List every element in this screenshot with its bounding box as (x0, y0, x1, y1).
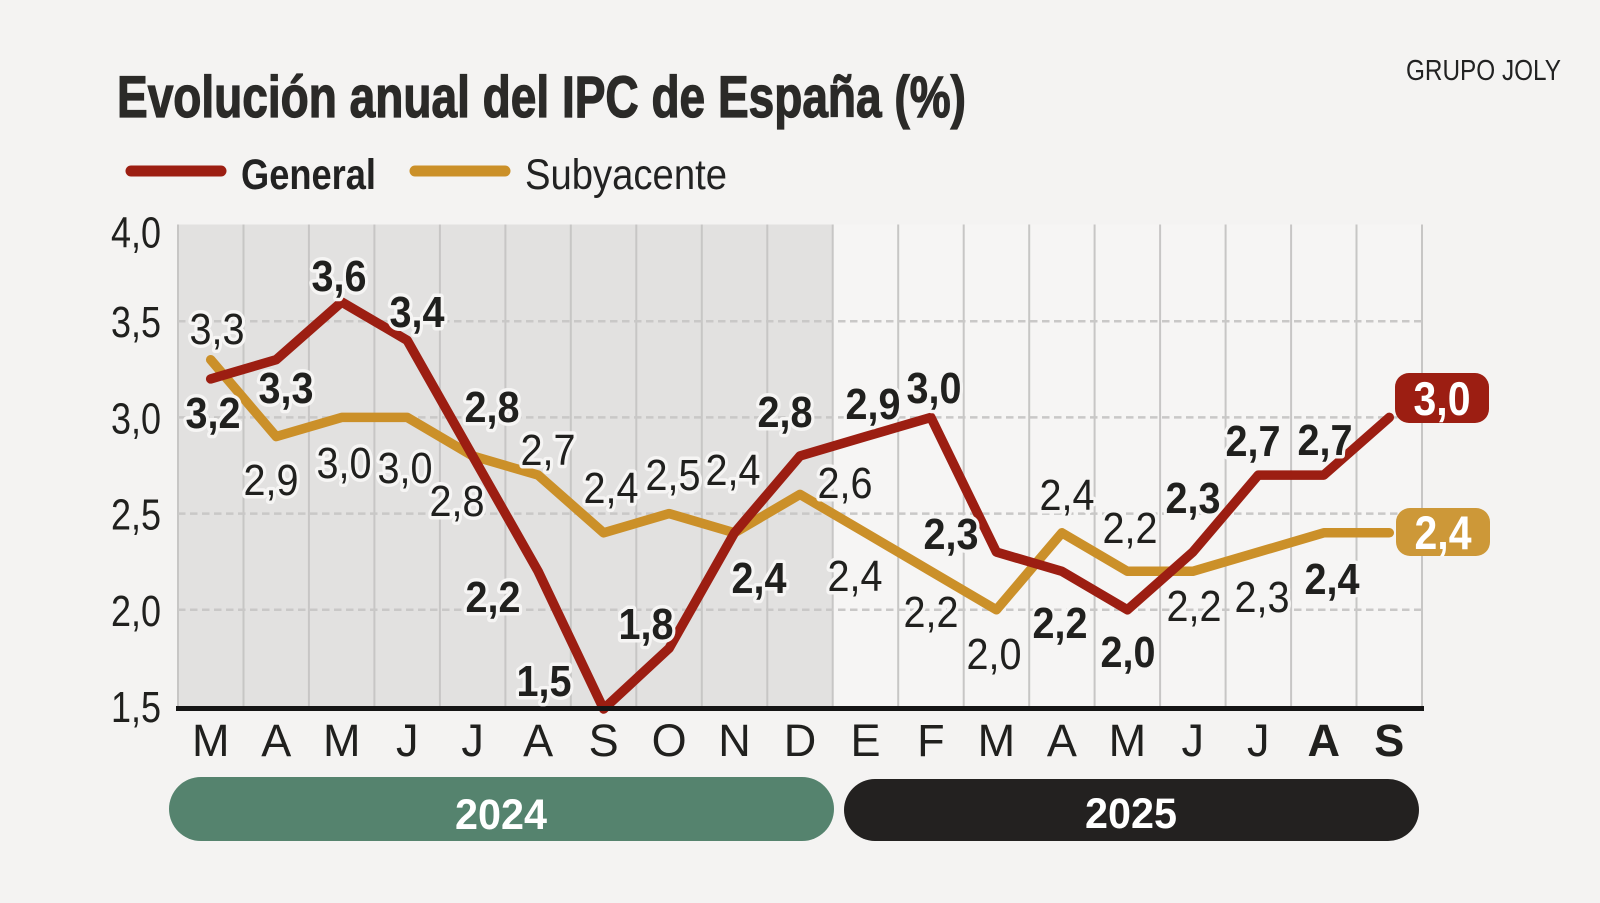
svg-text:2024: 2024 (455, 791, 547, 839)
svg-text:F: F (917, 715, 945, 766)
svg-text:3,0: 3,0 (378, 444, 433, 493)
svg-text:3,0: 3,0 (1414, 372, 1471, 425)
svg-text:3,2: 3,2 (186, 389, 241, 438)
svg-text:2,9: 2,9 (846, 380, 901, 429)
svg-text:2,2: 2,2 (1103, 504, 1158, 553)
svg-text:2,3: 2,3 (1235, 573, 1290, 622)
svg-text:3,3: 3,3 (190, 305, 245, 354)
svg-text:J: J (461, 715, 484, 766)
svg-text:2,5: 2,5 (646, 451, 701, 500)
svg-text:A: A (523, 715, 553, 766)
svg-text:J: J (1247, 715, 1270, 766)
svg-text:3,4: 3,4 (390, 288, 445, 337)
svg-text:M: M (323, 715, 361, 766)
svg-text:3,0: 3,0 (317, 439, 372, 488)
svg-text:2,2: 2,2 (1033, 599, 1088, 648)
svg-text:2,0: 2,0 (1101, 628, 1156, 677)
svg-text:2,8: 2,8 (430, 477, 485, 526)
svg-text:A: A (1308, 715, 1341, 766)
svg-text:3,6: 3,6 (312, 252, 367, 301)
svg-text:S: S (589, 715, 619, 766)
svg-text:1,5: 1,5 (517, 657, 572, 706)
svg-text:2,2: 2,2 (466, 573, 521, 622)
svg-text:E: E (850, 715, 880, 766)
svg-text:2,4: 2,4 (1040, 471, 1095, 520)
svg-text:S: S (1374, 715, 1404, 766)
svg-text:2,8: 2,8 (465, 383, 520, 432)
svg-text:A: A (1047, 715, 1077, 766)
svg-text:J: J (396, 715, 419, 766)
svg-text:N: N (718, 715, 751, 766)
svg-text:2025: 2025 (1085, 790, 1177, 838)
svg-text:M: M (1109, 715, 1147, 766)
svg-text:2,5: 2,5 (111, 491, 161, 540)
svg-text:2,9: 2,9 (244, 456, 299, 505)
svg-text:2,2: 2,2 (904, 588, 959, 637)
svg-text:2,6: 2,6 (818, 459, 873, 508)
svg-text:D: D (784, 715, 817, 766)
svg-text:2,4: 2,4 (828, 552, 883, 601)
svg-text:GRUPO JOLY: GRUPO JOLY (1406, 55, 1561, 87)
svg-text:2,7: 2,7 (1298, 416, 1353, 465)
svg-text:2,4: 2,4 (706, 446, 761, 495)
svg-text:2,7: 2,7 (521, 426, 576, 475)
svg-text:J: J (1182, 715, 1205, 766)
svg-text:2,4: 2,4 (1415, 506, 1472, 559)
svg-text:1,5: 1,5 (111, 683, 161, 732)
svg-text:2,3: 2,3 (1166, 474, 1221, 523)
svg-text:2,3: 2,3 (924, 510, 979, 559)
svg-text:M: M (192, 715, 230, 766)
svg-text:M: M (978, 715, 1016, 766)
svg-text:2,2: 2,2 (1167, 582, 1222, 631)
svg-text:3,3: 3,3 (259, 364, 314, 413)
svg-text:3,0: 3,0 (111, 394, 161, 443)
svg-text:General: General (241, 151, 376, 199)
svg-text:2,7: 2,7 (1226, 417, 1281, 466)
svg-text:2,4: 2,4 (1305, 555, 1360, 604)
svg-text:Evolución anual del IPC de Esp: Evolución anual del IPC de España (%) (117, 65, 966, 130)
svg-text:3,5: 3,5 (111, 298, 161, 347)
svg-text:2,4: 2,4 (732, 554, 787, 603)
svg-text:2,4: 2,4 (584, 464, 639, 513)
svg-text:3,0: 3,0 (907, 364, 962, 413)
svg-text:Subyacente: Subyacente (525, 151, 727, 199)
svg-text:4,0: 4,0 (111, 209, 161, 258)
svg-text:A: A (261, 715, 291, 766)
svg-text:1,8: 1,8 (619, 600, 674, 649)
svg-text:2,8: 2,8 (758, 388, 813, 437)
svg-text:2,0: 2,0 (967, 630, 1022, 679)
svg-text:O: O (652, 715, 687, 766)
svg-text:2,0: 2,0 (111, 587, 161, 636)
